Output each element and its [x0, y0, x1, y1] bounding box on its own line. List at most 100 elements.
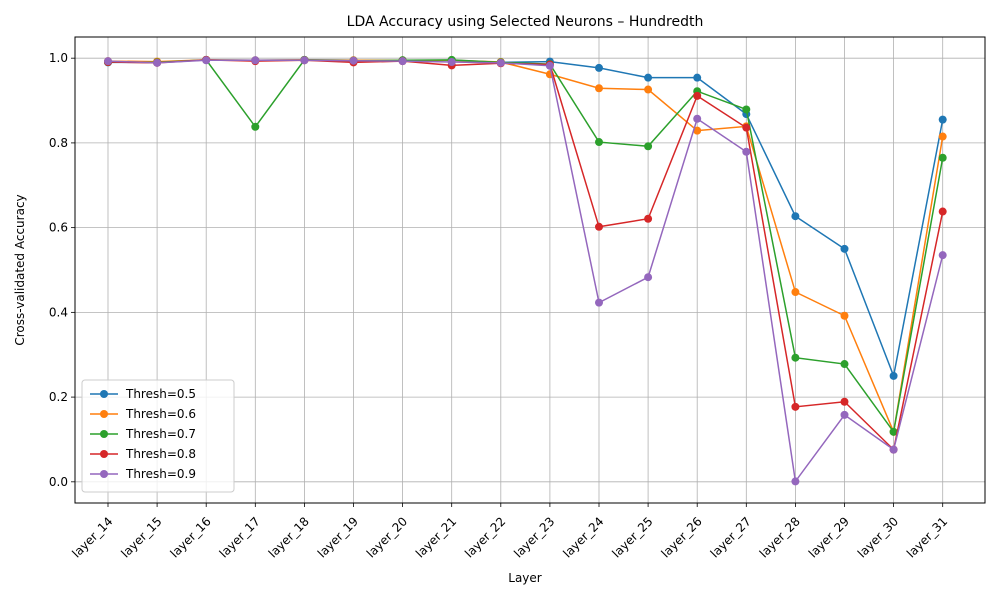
series-line [108, 59, 944, 379]
data-point [840, 244, 849, 253]
legend-label: Thresh=0.6 [125, 407, 196, 421]
data-point [644, 273, 653, 282]
data-point [104, 57, 112, 66]
legend-swatch-marker [100, 410, 108, 418]
y-axis-label: Cross-validated Accuracy [13, 194, 27, 345]
data-point [595, 84, 603, 93]
y-tick-label: 0.4 [49, 305, 68, 319]
series-2 [104, 55, 947, 436]
series-5 [104, 56, 947, 486]
data-point [644, 214, 653, 223]
data-point [889, 371, 898, 380]
data-point [251, 56, 260, 65]
legend-swatch-marker [100, 450, 108, 458]
legend-label: Thresh=0.7 [125, 427, 196, 441]
data-point [791, 402, 800, 411]
data-point [742, 123, 751, 132]
data-point [251, 122, 260, 131]
data-point [938, 207, 947, 216]
data-point [791, 212, 800, 221]
legend-item: Thresh=0.7 [90, 427, 196, 441]
data-point [447, 57, 456, 66]
data-point [644, 85, 653, 94]
x-tick-label: layer_17 [217, 514, 263, 560]
x-tick-label: layer_29 [806, 514, 852, 560]
data-point [693, 91, 702, 100]
data-point [644, 73, 653, 82]
data-point [791, 353, 800, 362]
data-point [300, 56, 309, 65]
x-tick-label: layer_27 [708, 514, 754, 560]
x-tick-label: layer_24 [560, 514, 606, 560]
data-point [742, 105, 751, 114]
data-point [889, 427, 898, 436]
data-point [938, 115, 947, 124]
x-tick-label: layer_23 [511, 514, 557, 560]
y-tick-label: 0.6 [49, 221, 68, 235]
legend-box [81, 379, 235, 493]
data-point [595, 222, 603, 231]
data-point [840, 360, 849, 369]
data-point [545, 61, 554, 70]
data-point [938, 132, 947, 141]
data-point [595, 298, 603, 307]
y-tick-label: 0.8 [49, 136, 68, 150]
legend-item: Thresh=0.9 [90, 467, 196, 481]
series-1 [104, 55, 947, 380]
x-tick-label: layer_25 [609, 514, 655, 560]
data-point [595, 63, 603, 72]
data-point [644, 142, 653, 151]
series-layer [104, 55, 947, 486]
x-axis-label: Layer [508, 571, 542, 585]
x-tick-label: layer_15 [118, 514, 164, 560]
x-tick-label: layer_31 [904, 514, 950, 560]
data-point [595, 138, 603, 147]
x-tick-label: layer_20 [364, 514, 410, 560]
x-tick-label: layer_18 [266, 514, 312, 560]
data-point [742, 147, 751, 156]
data-point [938, 251, 947, 260]
x-tick-label: layer_16 [168, 514, 214, 560]
data-point [791, 477, 800, 486]
legend-label: Thresh=0.5 [125, 387, 196, 401]
y-tick-label: 0.2 [49, 390, 68, 404]
series-line [107, 59, 944, 434]
legend-item: Thresh=0.5 [90, 387, 196, 401]
data-point [349, 56, 358, 65]
legend-swatch-marker [100, 470, 108, 478]
x-tick-label: layer_26 [659, 514, 705, 560]
data-point [938, 153, 947, 162]
legend-swatch-marker [100, 390, 108, 398]
data-point [693, 73, 702, 82]
x-tick-label: layer_19 [315, 514, 361, 560]
data-point [840, 397, 849, 406]
series-line [107, 59, 944, 435]
x-axis-ticks: layer_14 layer_15 layer_16 layer_17 layer_18… [69, 503, 950, 561]
data-point [693, 126, 702, 135]
legend-item: Thresh=0.8 [90, 447, 196, 461]
x-tick-label: layer_22 [462, 514, 508, 560]
plot-frame [74, 36, 986, 504]
y-tick-label: 1.0 [49, 51, 68, 65]
data-point [840, 410, 849, 419]
x-tick-label: layer_14 [69, 514, 115, 560]
legend: Thresh=0.5 Thresh=0.6 Thresh=0.7 Thresh=0.8… [81, 379, 235, 493]
data-point [153, 58, 162, 67]
grid-lines [75, 37, 985, 503]
data-point [889, 445, 898, 454]
x-tick-label: layer_21 [413, 514, 459, 560]
series-3 [104, 55, 947, 436]
y-tick-label: 0.0 [49, 475, 68, 489]
x-tick-label: layer_30 [855, 514, 901, 560]
legend-label: Thresh=0.9 [125, 467, 196, 481]
data-point [398, 57, 407, 66]
data-point [693, 114, 702, 123]
legend-label: Thresh=0.8 [125, 447, 196, 461]
legend-swatch-marker [100, 430, 108, 438]
x-tick-label: layer_28 [757, 514, 803, 560]
data-point [496, 58, 505, 67]
data-point [202, 56, 211, 65]
y-axis-ticks: 0.0 0.2 0.4 0.6 0.8 1.0 [49, 51, 75, 489]
series-line [107, 59, 944, 484]
